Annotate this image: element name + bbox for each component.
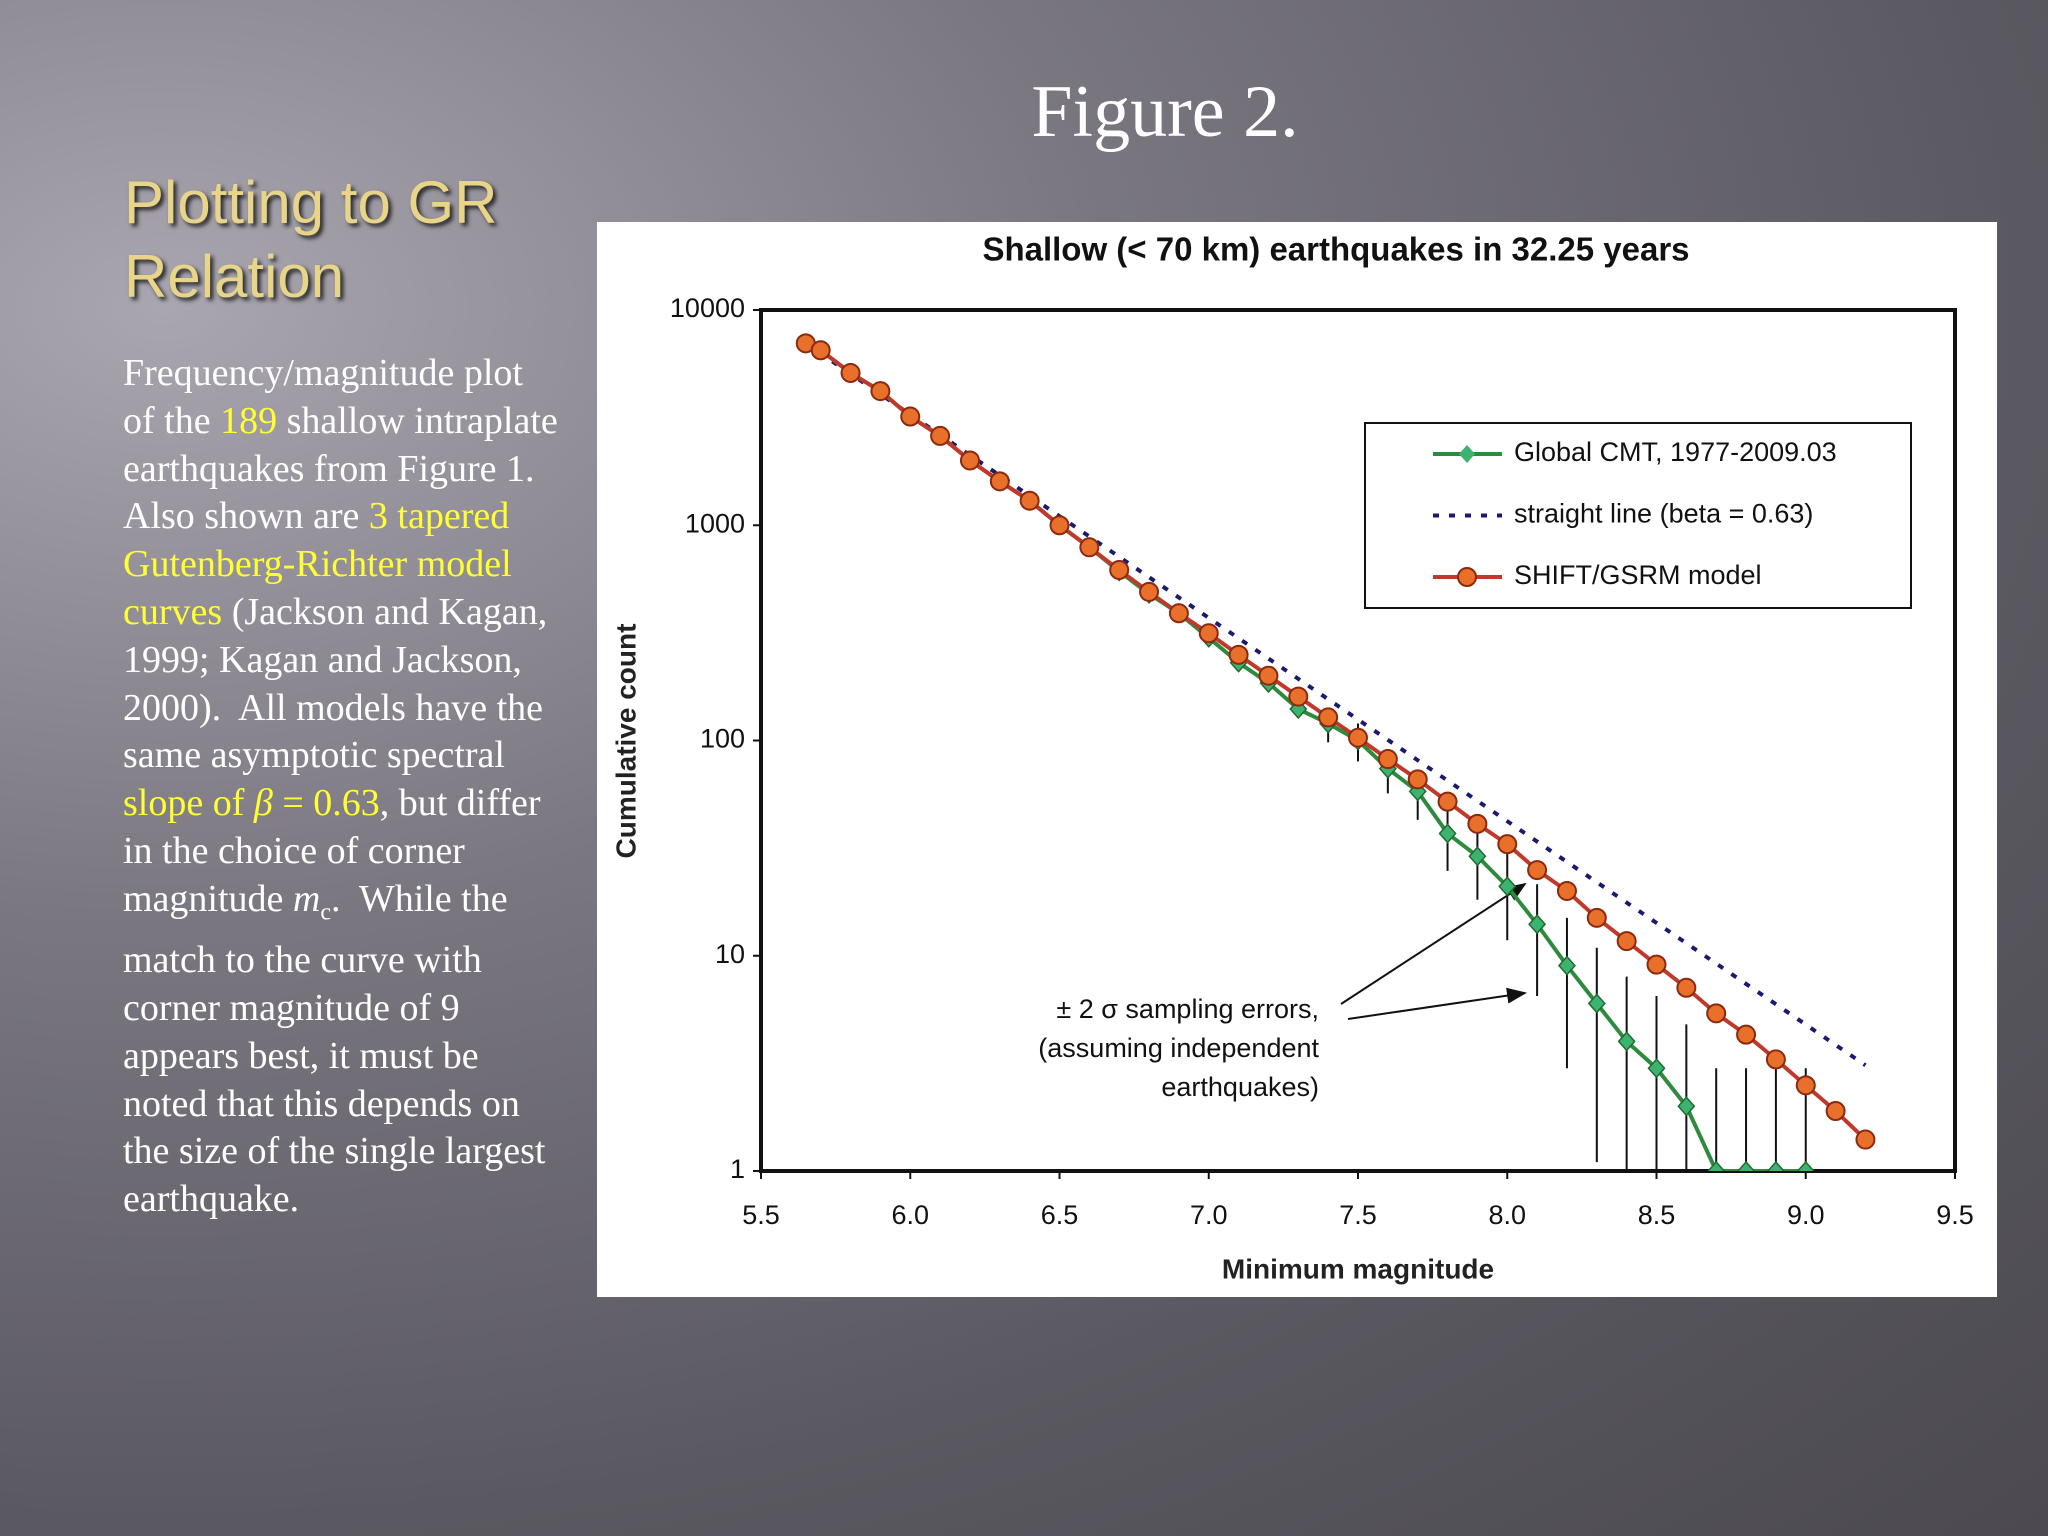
x-tick-label: 8.5	[1638, 1200, 1676, 1230]
data-point	[1825, 1100, 1846, 1121]
data-point	[1497, 834, 1518, 855]
data-point	[1288, 686, 1309, 707]
data-point	[1049, 515, 1070, 536]
data-point	[1228, 644, 1249, 665]
data-point	[1557, 955, 1576, 976]
data-point	[810, 340, 831, 361]
chart-background	[597, 222, 1997, 1297]
annotation-arrow	[1347, 987, 1527, 1020]
body-text: Frequency/magnitude plot of the	[123, 352, 533, 442]
data-point	[1258, 665, 1279, 686]
data-point	[1498, 876, 1517, 897]
data-point	[1438, 823, 1457, 844]
data-point	[1617, 1031, 1636, 1052]
legend-marker	[1459, 445, 1475, 463]
data-point	[1527, 860, 1548, 881]
body-text: (Jackson and Kagan, 1999; Kagan and Jack…	[123, 590, 557, 777]
data-point	[930, 425, 951, 446]
body-text: = 0.63	[272, 782, 380, 825]
data-point	[1139, 581, 1160, 602]
data-point	[1198, 623, 1219, 644]
x-tick-label: 9.5	[1936, 1200, 1974, 1230]
x-tick-label: 9.0	[1787, 1200, 1825, 1230]
slide-body: Frequency/magnitude plot of the 189 shal…	[123, 350, 563, 1224]
series-line	[804, 341, 1867, 1067]
x-tick-label: 5.5	[742, 1200, 780, 1230]
y-tick-label: 100	[700, 724, 745, 754]
data-point	[1407, 769, 1428, 790]
data-point	[1646, 954, 1667, 975]
plot-area	[795, 333, 1876, 1171]
y-tick-label: 1	[730, 1154, 745, 1184]
body-text: m	[292, 877, 321, 920]
data-point	[1795, 1075, 1816, 1096]
annotation-arrow	[1340, 882, 1527, 1005]
data-point	[1377, 749, 1398, 770]
data-point	[1437, 791, 1458, 812]
data-point	[1408, 781, 1427, 802]
slide-heading: Plotting to GR Relation	[124, 169, 498, 310]
legend-marker	[1457, 567, 1477, 587]
data-point	[1647, 1058, 1666, 1079]
data-point	[1556, 880, 1577, 901]
body-text: shallow intraplate earthquakes from Figu…	[123, 399, 568, 538]
data-point	[1706, 1003, 1727, 1024]
data-point	[870, 381, 891, 402]
x-tick-label: 8.0	[1488, 1200, 1526, 1230]
annotation: ± 2 σ sampling errors,	[1056, 994, 1319, 1024]
y-tick-label: 10000	[670, 293, 745, 323]
data-point	[1468, 846, 1487, 867]
data-point	[1168, 603, 1189, 624]
data-point	[1019, 490, 1040, 511]
body-text: 189	[220, 399, 278, 442]
data-point	[1796, 1160, 1815, 1171]
data-point	[840, 362, 861, 383]
body-text: c	[320, 899, 332, 926]
data-point	[1676, 977, 1697, 998]
y-tick-label: 10	[715, 939, 745, 969]
annotation: (assuming independent	[1038, 1033, 1319, 1063]
x-tick-label: 7.5	[1339, 1200, 1377, 1230]
data-point	[1586, 907, 1607, 928]
body-text: , but differ in the choice of corner mag…	[123, 782, 551, 920]
x-tick-label: 6.5	[1041, 1200, 1079, 1230]
legend-label: straight line (beta = 0.63)	[1514, 499, 1813, 529]
data-point	[900, 406, 921, 427]
body-text: . While the match to the curve with corn…	[123, 877, 555, 1221]
y-axis-label: Cumulative count	[610, 624, 641, 859]
data-point	[1855, 1129, 1876, 1150]
body-text: slope of	[123, 782, 254, 825]
data-point	[1587, 993, 1606, 1014]
data-point	[1766, 1160, 1785, 1171]
data-point	[1079, 537, 1100, 558]
data-point	[1348, 727, 1368, 748]
data-point	[989, 471, 1010, 492]
data-point	[959, 450, 980, 471]
y-tick-label: 1000	[685, 508, 745, 538]
data-point	[1737, 1160, 1756, 1171]
data-point	[1528, 914, 1547, 935]
data-point	[1707, 1160, 1726, 1171]
data-point	[1736, 1024, 1757, 1045]
legend-label: SHIFT/GSRM model	[1514, 560, 1762, 590]
x-tick-label: 6.0	[891, 1200, 929, 1230]
body-text: β	[253, 782, 273, 825]
data-point	[1467, 813, 1488, 834]
x-axis-label: Minimum magnitude	[1222, 1253, 1494, 1284]
data-point	[1616, 931, 1637, 952]
body-text: 3 tapered Gutenberg-Richter model curves	[123, 495, 522, 633]
chart-title: Shallow (< 70 km) earthquakes in 32.25 y…	[982, 231, 1689, 268]
data-point	[1677, 1096, 1696, 1117]
legend-label: Global CMT, 1977-2009.03	[1514, 437, 1837, 467]
slide-title: Figure 2.	[1031, 71, 1299, 153]
annotation: earthquakes)	[1161, 1072, 1319, 1102]
data-point	[1318, 707, 1339, 728]
data-point	[1765, 1049, 1786, 1070]
data-point	[1109, 559, 1130, 580]
x-tick-label: 7.0	[1190, 1200, 1228, 1230]
